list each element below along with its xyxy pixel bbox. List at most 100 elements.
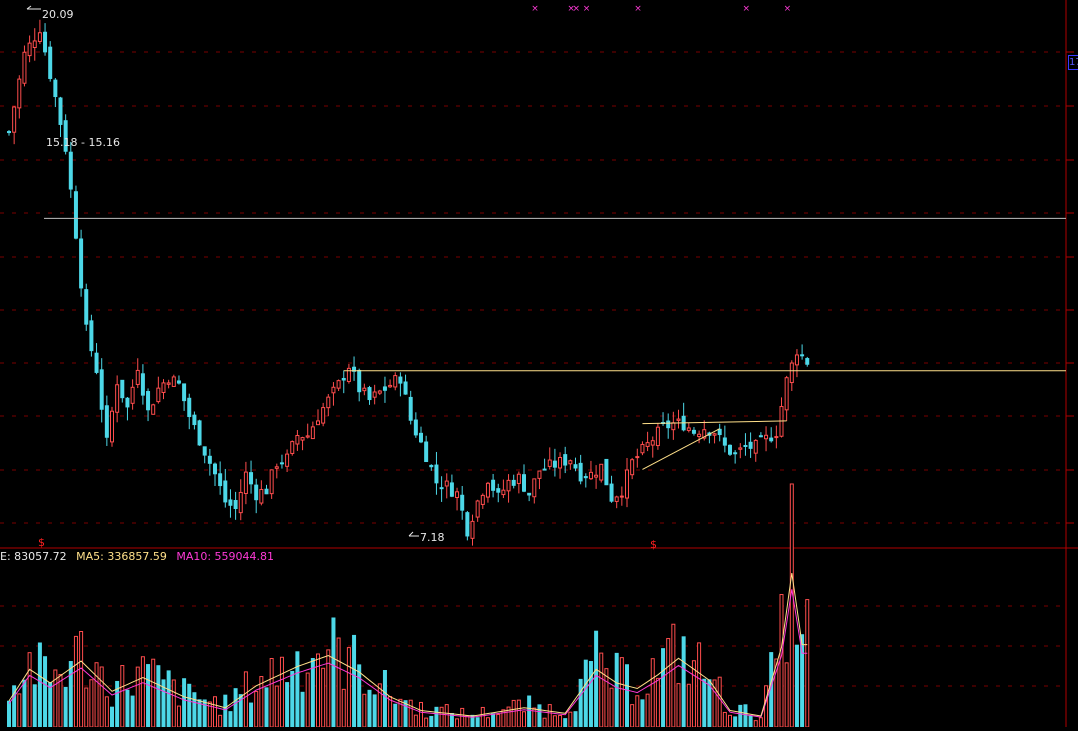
candle-body (748, 441, 753, 449)
volume-bar (120, 665, 125, 728)
volume-bar (182, 678, 187, 728)
candle-body (784, 377, 789, 411)
volume-bar (156, 665, 161, 728)
volume-bar (465, 715, 470, 728)
volume-bar (619, 657, 624, 728)
candle-body (398, 376, 403, 384)
candle-body (295, 434, 300, 445)
candle-body (73, 191, 78, 239)
top-marker: × (567, 4, 575, 14)
candle-body (382, 386, 387, 391)
volume-bar (691, 660, 696, 728)
candle-body (274, 466, 279, 469)
candle-body (79, 238, 84, 289)
candle-body (470, 520, 475, 539)
candle-body (717, 428, 722, 436)
candle-body (310, 426, 315, 440)
candle-body (522, 474, 526, 492)
volume-bar (547, 704, 552, 728)
volume-bar (666, 638, 671, 728)
candle-body (697, 433, 702, 438)
volume-bar (522, 711, 526, 728)
volume-bar (439, 706, 444, 728)
candle-body (202, 446, 207, 456)
candle-body (99, 369, 104, 410)
volume-bar (625, 664, 629, 728)
candle-body (176, 380, 181, 384)
candle-body (94, 352, 99, 373)
top-marker: × (634, 4, 642, 14)
candle-body (68, 151, 73, 190)
candle-body (377, 390, 382, 394)
candle-body (568, 460, 573, 465)
candle-body (197, 420, 202, 446)
volume-bar (588, 661, 593, 728)
signal-mark: $ (38, 536, 45, 549)
volume-bar (537, 704, 542, 728)
candle-body (218, 473, 223, 487)
level-lines (44, 217, 1066, 372)
volume-bar (480, 706, 485, 728)
candle-body (352, 366, 357, 372)
volume-bar (171, 679, 176, 728)
candle-body (187, 397, 192, 418)
high-price-label: 20.09 (42, 8, 74, 21)
volume-bar (362, 693, 367, 728)
candle-body (671, 422, 676, 431)
volume-bar (43, 656, 48, 728)
candle-body (594, 474, 599, 478)
volume-bar (32, 684, 37, 728)
volume-bar (676, 683, 681, 728)
candle-body (156, 387, 161, 403)
volume-bar (357, 664, 362, 728)
volume-bar (408, 699, 413, 728)
low-price-pointer-head (408, 531, 414, 537)
candle-body (259, 488, 264, 504)
volume-ma10-value: MA10: 559044.81 (176, 550, 275, 563)
candle-body (455, 491, 460, 498)
candle-body (769, 437, 774, 442)
volume-bar (22, 679, 27, 728)
candle-body (413, 419, 418, 436)
volume-bar (728, 714, 732, 728)
volume-bar (419, 701, 423, 728)
volume-bar (516, 699, 521, 728)
volume-bar (336, 637, 341, 728)
volume-bar (68, 661, 73, 728)
volume-bar (269, 657, 274, 728)
volume-bar (784, 662, 789, 728)
volume-ma5-line (8, 573, 808, 717)
volume-bar (578, 678, 583, 728)
volume-bar (223, 694, 228, 728)
volume-bar (485, 717, 490, 728)
volume-bar (758, 717, 763, 728)
volume-bar (738, 704, 743, 728)
volume-ma5-value: MA5: 336857.59 (76, 550, 167, 563)
volume-bar (794, 644, 799, 728)
volume-bar (388, 695, 393, 728)
volume-bar (290, 670, 295, 728)
volume-bar (94, 662, 99, 728)
candle-body (614, 496, 619, 502)
volume-bar (341, 688, 346, 728)
candle-body (171, 376, 176, 387)
candle-body (501, 489, 506, 496)
volume-bar (264, 687, 269, 728)
candle-body (583, 476, 588, 479)
volume-bar (475, 717, 480, 728)
top-marker: × (784, 4, 792, 14)
candle-body (269, 469, 274, 495)
candle-body (321, 407, 326, 424)
volume-bar (377, 683, 382, 728)
candle-body (17, 78, 22, 109)
volume-bar (594, 630, 599, 728)
volume-bar (367, 689, 372, 728)
candle-body (542, 468, 547, 471)
candle-body (691, 429, 696, 434)
candle-body (558, 456, 563, 469)
candle-body (166, 382, 171, 385)
candle-body (372, 391, 377, 398)
